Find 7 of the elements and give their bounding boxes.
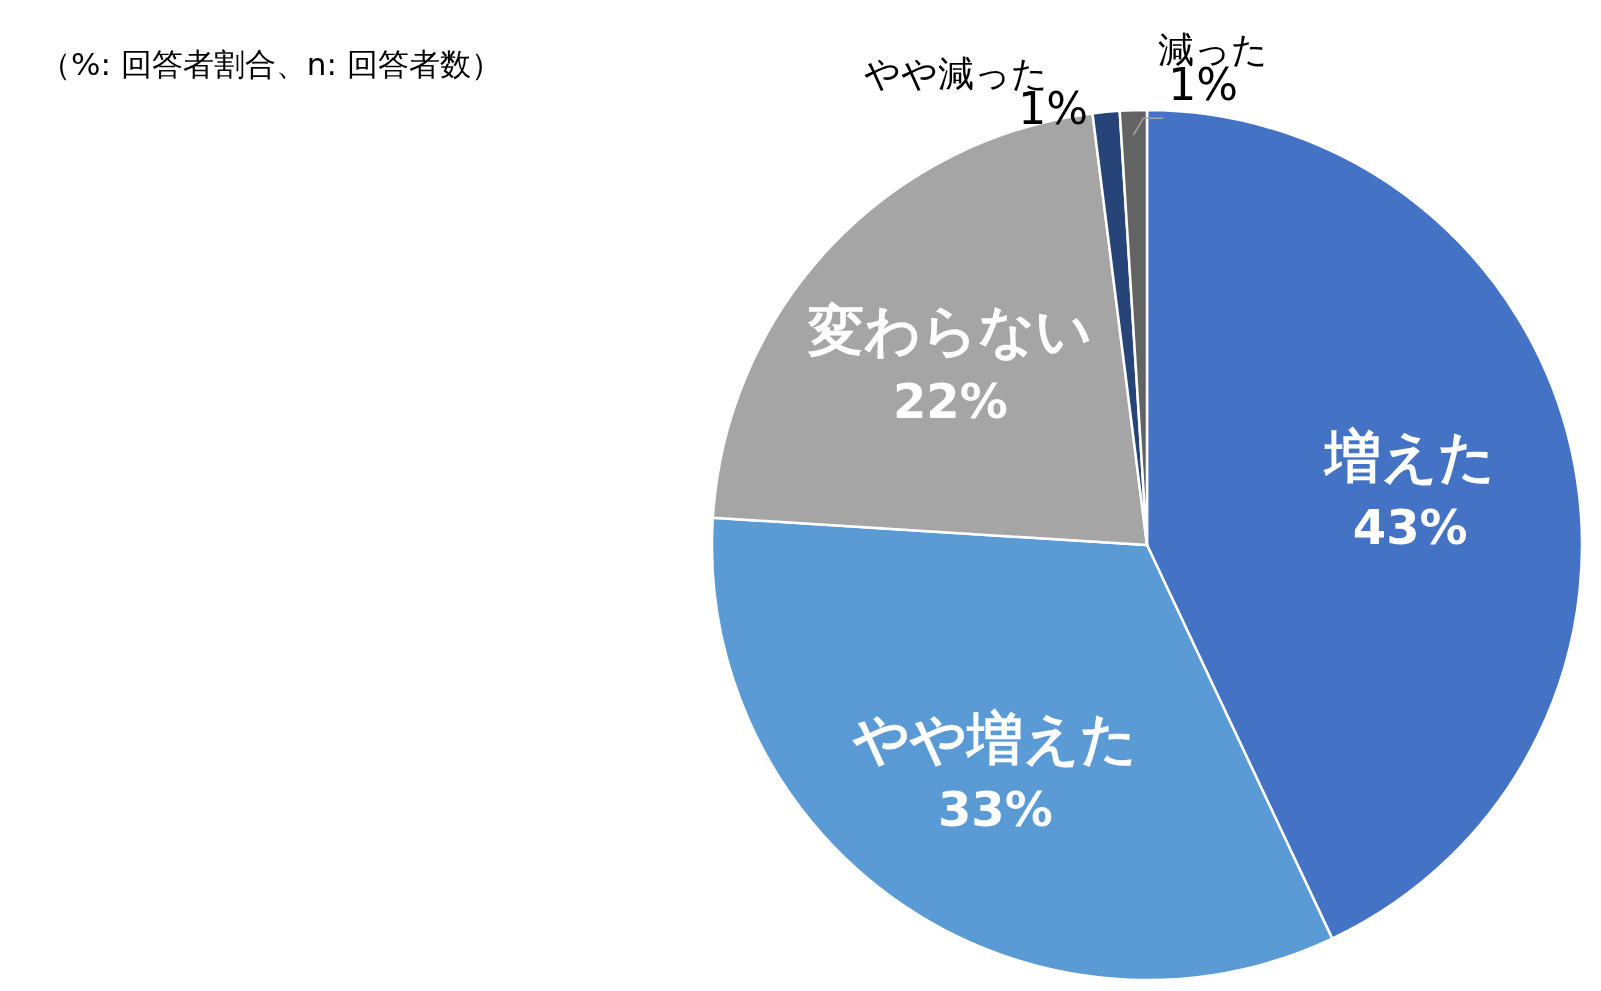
slice-label: 変わらない: [807, 298, 1093, 364]
data-label: 43%: [1352, 499, 1468, 556]
text: （%: 回答者割合、n: 回答者数）: [40, 46, 502, 82]
data-label: 22%: [892, 373, 1008, 430]
slice-label: やや増えた: [852, 706, 1138, 772]
data-label: 33%: [937, 781, 1053, 838]
slice-label: 増えた: [1323, 424, 1496, 490]
